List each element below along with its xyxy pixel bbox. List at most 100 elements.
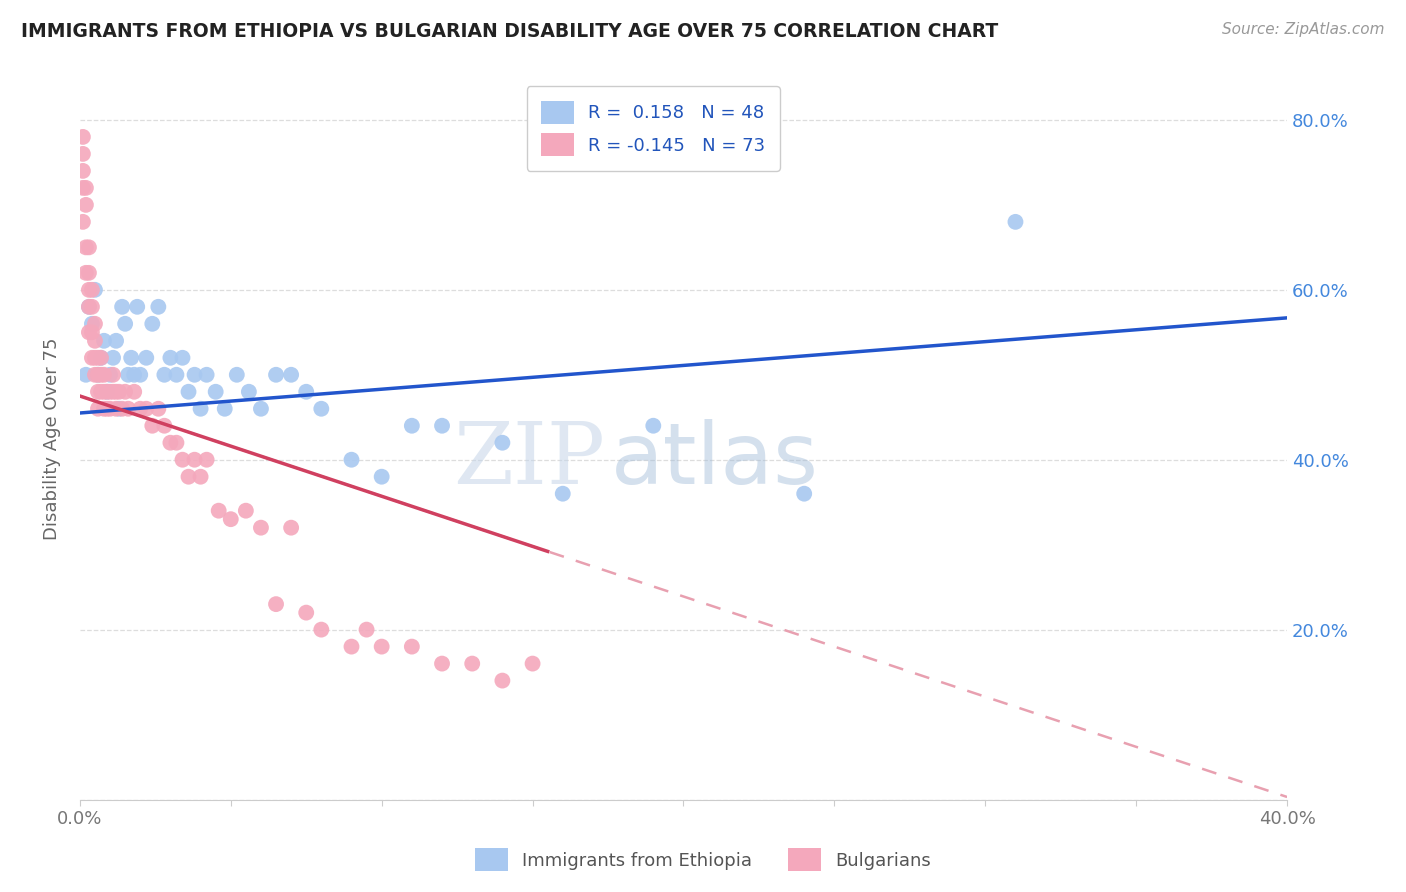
- Point: [148, 300, 170, 314]
- Point: [108, 401, 131, 416]
- Point: [77, 300, 100, 314]
- Point: [370, 469, 392, 483]
- Point: [93, 401, 115, 416]
- Point: [340, 640, 363, 654]
- Point: [238, 384, 260, 399]
- Point: [295, 606, 318, 620]
- Point: [177, 384, 200, 399]
- Point: [114, 317, 136, 331]
- Point: [190, 469, 212, 483]
- Point: [93, 368, 115, 382]
- Point: [75, 181, 97, 195]
- Point: [204, 384, 226, 399]
- Point: [117, 401, 139, 416]
- Legend: Immigrants from Ethiopia, Bulgarians: Immigrants from Ethiopia, Bulgarians: [468, 841, 938, 879]
- Point: [1004, 215, 1026, 229]
- Point: [250, 521, 273, 535]
- Point: [401, 640, 423, 654]
- Point: [87, 351, 110, 365]
- Legend: R =  0.158   N = 48, R = -0.145   N = 73: R = 0.158 N = 48, R = -0.145 N = 73: [527, 87, 780, 170]
- Point: [430, 657, 453, 671]
- Point: [98, 401, 121, 416]
- Point: [356, 623, 378, 637]
- Point: [101, 351, 124, 365]
- Point: [129, 401, 152, 416]
- Point: [280, 368, 302, 382]
- Point: [172, 452, 194, 467]
- Point: [295, 384, 318, 399]
- Point: [75, 368, 97, 382]
- Point: [214, 401, 236, 416]
- Point: [141, 418, 163, 433]
- Point: [96, 384, 118, 399]
- Point: [77, 300, 100, 314]
- Point: [72, 129, 94, 144]
- Point: [77, 240, 100, 254]
- Point: [280, 521, 302, 535]
- Point: [491, 435, 513, 450]
- Point: [90, 384, 112, 399]
- Point: [340, 452, 363, 467]
- Point: [87, 384, 110, 399]
- Point: [311, 623, 333, 637]
- Point: [90, 351, 112, 365]
- Point: [96, 401, 118, 416]
- Point: [75, 266, 97, 280]
- Point: [264, 368, 287, 382]
- Point: [72, 181, 94, 195]
- Point: [80, 326, 103, 340]
- Point: [77, 283, 100, 297]
- Point: [165, 368, 187, 382]
- Point: [96, 384, 118, 399]
- Point: [105, 384, 128, 399]
- Point: [159, 435, 181, 450]
- Text: IMMIGRANTS FROM ETHIOPIA VS BULGARIAN DISABILITY AGE OVER 75 CORRELATION CHART: IMMIGRANTS FROM ETHIOPIA VS BULGARIAN DI…: [21, 22, 998, 41]
- Point: [430, 418, 453, 433]
- Point: [90, 368, 112, 382]
- Point: [122, 384, 145, 399]
- Point: [75, 240, 97, 254]
- Point: [159, 351, 181, 365]
- Point: [105, 401, 128, 416]
- Point: [93, 334, 115, 348]
- Point: [108, 384, 131, 399]
- Point: [153, 368, 176, 382]
- Point: [90, 351, 112, 365]
- Point: [101, 368, 124, 382]
- Point: [165, 435, 187, 450]
- Point: [141, 317, 163, 331]
- Point: [72, 147, 94, 161]
- Point: [80, 351, 103, 365]
- Point: [491, 673, 513, 688]
- Point: [114, 384, 136, 399]
- Point: [148, 401, 170, 416]
- Point: [135, 401, 157, 416]
- Point: [72, 164, 94, 178]
- Point: [111, 401, 134, 416]
- Point: [72, 215, 94, 229]
- Point: [127, 300, 149, 314]
- Point: [75, 198, 97, 212]
- Point: [105, 334, 128, 348]
- Point: [77, 266, 100, 280]
- Point: [80, 317, 103, 331]
- Point: [98, 368, 121, 382]
- Point: [93, 384, 115, 399]
- Text: Source: ZipAtlas.com: Source: ZipAtlas.com: [1222, 22, 1385, 37]
- Point: [551, 486, 574, 500]
- Point: [195, 452, 218, 467]
- Point: [101, 384, 124, 399]
- Point: [225, 368, 247, 382]
- Text: ZIP: ZIP: [453, 418, 605, 501]
- Point: [235, 504, 257, 518]
- Point: [120, 351, 142, 365]
- Point: [172, 351, 194, 365]
- Point: [84, 334, 107, 348]
- Point: [461, 657, 484, 671]
- Point: [84, 317, 107, 331]
- Point: [80, 300, 103, 314]
- Point: [311, 401, 333, 416]
- Point: [77, 326, 100, 340]
- Point: [219, 512, 242, 526]
- Point: [153, 418, 176, 433]
